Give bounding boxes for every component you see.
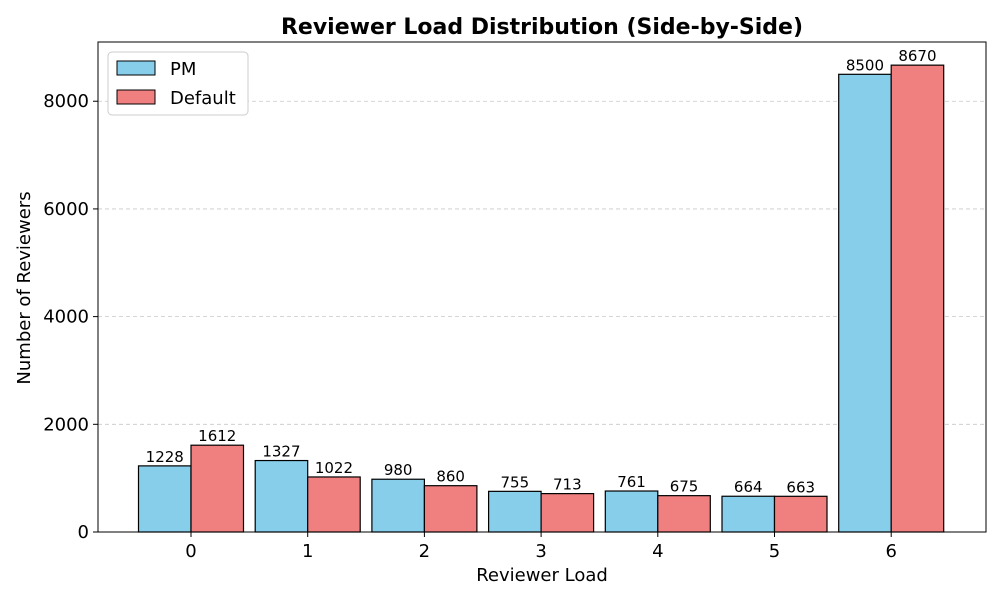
data-label-pm-1: 1327 bbox=[262, 443, 300, 461]
legend-label-default: Default bbox=[170, 88, 236, 109]
bar-default-0 bbox=[190, 444, 245, 533]
x-tick-label: 2 bbox=[419, 541, 430, 562]
data-label-default-6: 8670 bbox=[898, 47, 936, 65]
x-tick-label: 0 bbox=[185, 541, 196, 562]
data-label-default-5: 663 bbox=[786, 478, 815, 496]
x-tick-label: 3 bbox=[535, 541, 546, 562]
bar-pm-1 bbox=[254, 459, 309, 533]
legend: PM Default bbox=[107, 51, 249, 116]
data-labels-layer: 1228 1612 1327 1022 980 860 755 713 761 675 664 663… bbox=[146, 47, 937, 496]
plot-frame bbox=[97, 41, 987, 533]
data-label-pm-5: 664 bbox=[734, 478, 763, 496]
bar-pm-6 bbox=[838, 73, 892, 533]
data-label-pm-6: 8500 bbox=[846, 56, 884, 74]
data-label-pm-2: 980 bbox=[384, 461, 413, 479]
bar-default-5 bbox=[773, 495, 828, 533]
bar-default-1 bbox=[307, 476, 361, 533]
data-label-pm-0: 1228 bbox=[146, 448, 184, 466]
data-label-pm-3: 755 bbox=[501, 473, 530, 491]
legend-swatch-default bbox=[116, 89, 156, 105]
data-label-pm-4: 761 bbox=[617, 473, 646, 491]
bar-default-2 bbox=[423, 485, 478, 533]
y-tick-label: 0 bbox=[78, 522, 89, 543]
bar-pm-3 bbox=[488, 490, 542, 533]
bars-layer bbox=[137, 64, 945, 533]
y-tick-label: 4000 bbox=[43, 307, 89, 328]
bar-pm-2 bbox=[371, 478, 425, 533]
bar-pm-5 bbox=[721, 495, 776, 533]
data-label-default-2: 860 bbox=[436, 468, 465, 486]
data-label-default-4: 675 bbox=[670, 478, 699, 496]
bar-default-4 bbox=[657, 495, 711, 533]
bar-pm-0 bbox=[137, 465, 192, 533]
legend-label-pm: PM bbox=[170, 59, 196, 80]
y-tick-label: 8000 bbox=[43, 91, 89, 112]
x-tick-label: 6 bbox=[885, 541, 896, 562]
chart-title: Reviewer Load Distribution (Side-by-Side… bbox=[281, 15, 803, 40]
legend-swatch-pm bbox=[116, 60, 156, 76]
x-tick-label: 5 bbox=[769, 541, 780, 562]
x-axis-ticks: 0 1 2 3 4 5 6 bbox=[185, 532, 897, 562]
y-axis-ticks: 0 2000 4000 6000 8000 bbox=[43, 91, 98, 543]
data-label-default-3: 713 bbox=[553, 476, 582, 494]
data-label-default-1: 1022 bbox=[315, 459, 353, 477]
x-tick-label: 4 bbox=[652, 541, 663, 562]
bar-default-6 bbox=[890, 64, 945, 533]
x-axis-label: Reviewer Load bbox=[476, 565, 608, 586]
x-tick-label: 1 bbox=[302, 541, 313, 562]
y-tick-label: 6000 bbox=[43, 199, 89, 220]
bar-pm-4 bbox=[604, 490, 659, 533]
bar-default-3 bbox=[540, 493, 595, 533]
data-label-default-0: 1612 bbox=[198, 427, 236, 445]
y-tick-label: 2000 bbox=[43, 414, 89, 435]
y-axis-label: Number of Reviewers bbox=[14, 191, 35, 384]
